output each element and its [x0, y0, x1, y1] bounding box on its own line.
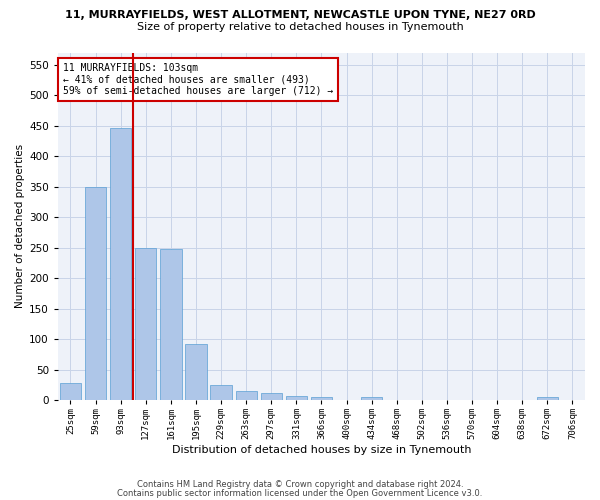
- Y-axis label: Number of detached properties: Number of detached properties: [15, 144, 25, 308]
- Bar: [361, 397, 382, 400]
- Text: Size of property relative to detached houses in Tynemouth: Size of property relative to detached ho…: [137, 22, 463, 32]
- Text: Contains public sector information licensed under the Open Government Licence v3: Contains public sector information licen…: [118, 488, 482, 498]
- Text: Contains HM Land Registry data © Crown copyright and database right 2024.: Contains HM Land Registry data © Crown c…: [137, 480, 463, 489]
- Bar: [286, 396, 307, 400]
- Text: 11, MURRAYFIELDS, WEST ALLOTMENT, NEWCASTLE UPON TYNE, NE27 0RD: 11, MURRAYFIELDS, WEST ALLOTMENT, NEWCAS…: [65, 10, 535, 20]
- Bar: [536, 397, 558, 400]
- Bar: [110, 128, 131, 400]
- X-axis label: Distribution of detached houses by size in Tynemouth: Distribution of detached houses by size …: [172, 445, 471, 455]
- Bar: [135, 248, 157, 400]
- Bar: [211, 385, 232, 400]
- Text: 11 MURRAYFIELDS: 103sqm
← 41% of detached houses are smaller (493)
59% of semi-d: 11 MURRAYFIELDS: 103sqm ← 41% of detache…: [63, 63, 334, 96]
- Bar: [260, 393, 282, 400]
- Bar: [185, 344, 206, 400]
- Bar: [311, 396, 332, 400]
- Bar: [85, 186, 106, 400]
- Bar: [236, 391, 257, 400]
- Bar: [60, 383, 81, 400]
- Bar: [160, 249, 182, 400]
